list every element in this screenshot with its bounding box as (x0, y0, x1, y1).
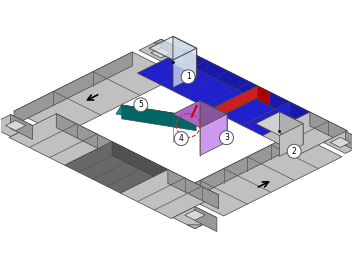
Polygon shape (185, 49, 257, 100)
Polygon shape (200, 114, 227, 155)
Polygon shape (14, 52, 180, 135)
Polygon shape (257, 86, 269, 106)
Text: 2: 2 (292, 147, 297, 156)
Polygon shape (176, 133, 342, 216)
Polygon shape (263, 112, 347, 154)
Polygon shape (173, 207, 217, 229)
Circle shape (220, 131, 233, 145)
Polygon shape (112, 142, 168, 183)
Polygon shape (151, 48, 171, 58)
Circle shape (287, 144, 301, 158)
Polygon shape (122, 105, 196, 131)
Polygon shape (11, 115, 32, 140)
Polygon shape (256, 112, 303, 135)
Polygon shape (200, 100, 227, 142)
Text: 5: 5 (138, 100, 143, 109)
Polygon shape (195, 207, 217, 232)
Polygon shape (173, 36, 197, 76)
Polygon shape (0, 115, 32, 136)
Polygon shape (137, 49, 257, 109)
Polygon shape (116, 105, 196, 126)
Circle shape (134, 98, 148, 112)
Polygon shape (187, 225, 203, 229)
Polygon shape (280, 112, 303, 144)
Polygon shape (222, 92, 289, 125)
Polygon shape (139, 39, 183, 61)
Polygon shape (168, 169, 219, 209)
Polygon shape (185, 210, 205, 220)
Polygon shape (176, 133, 295, 206)
Text: 4: 4 (179, 134, 184, 143)
Polygon shape (149, 36, 197, 60)
Polygon shape (154, 39, 169, 43)
Polygon shape (323, 131, 353, 153)
Polygon shape (120, 169, 219, 218)
Polygon shape (14, 52, 132, 125)
Circle shape (181, 70, 195, 84)
Polygon shape (242, 102, 310, 136)
Polygon shape (173, 100, 227, 128)
Polygon shape (210, 86, 269, 115)
Circle shape (174, 132, 188, 145)
Polygon shape (289, 102, 310, 126)
Text: 3: 3 (224, 133, 229, 142)
Polygon shape (9, 114, 112, 165)
Polygon shape (280, 124, 303, 156)
Polygon shape (345, 131, 353, 156)
Polygon shape (6, 121, 26, 131)
Polygon shape (65, 142, 168, 193)
Polygon shape (161, 39, 183, 64)
Polygon shape (56, 114, 112, 155)
Polygon shape (173, 48, 197, 88)
Polygon shape (330, 137, 351, 148)
Polygon shape (269, 92, 289, 116)
Text: 1: 1 (186, 72, 191, 81)
Polygon shape (310, 112, 347, 144)
Polygon shape (155, 39, 168, 43)
